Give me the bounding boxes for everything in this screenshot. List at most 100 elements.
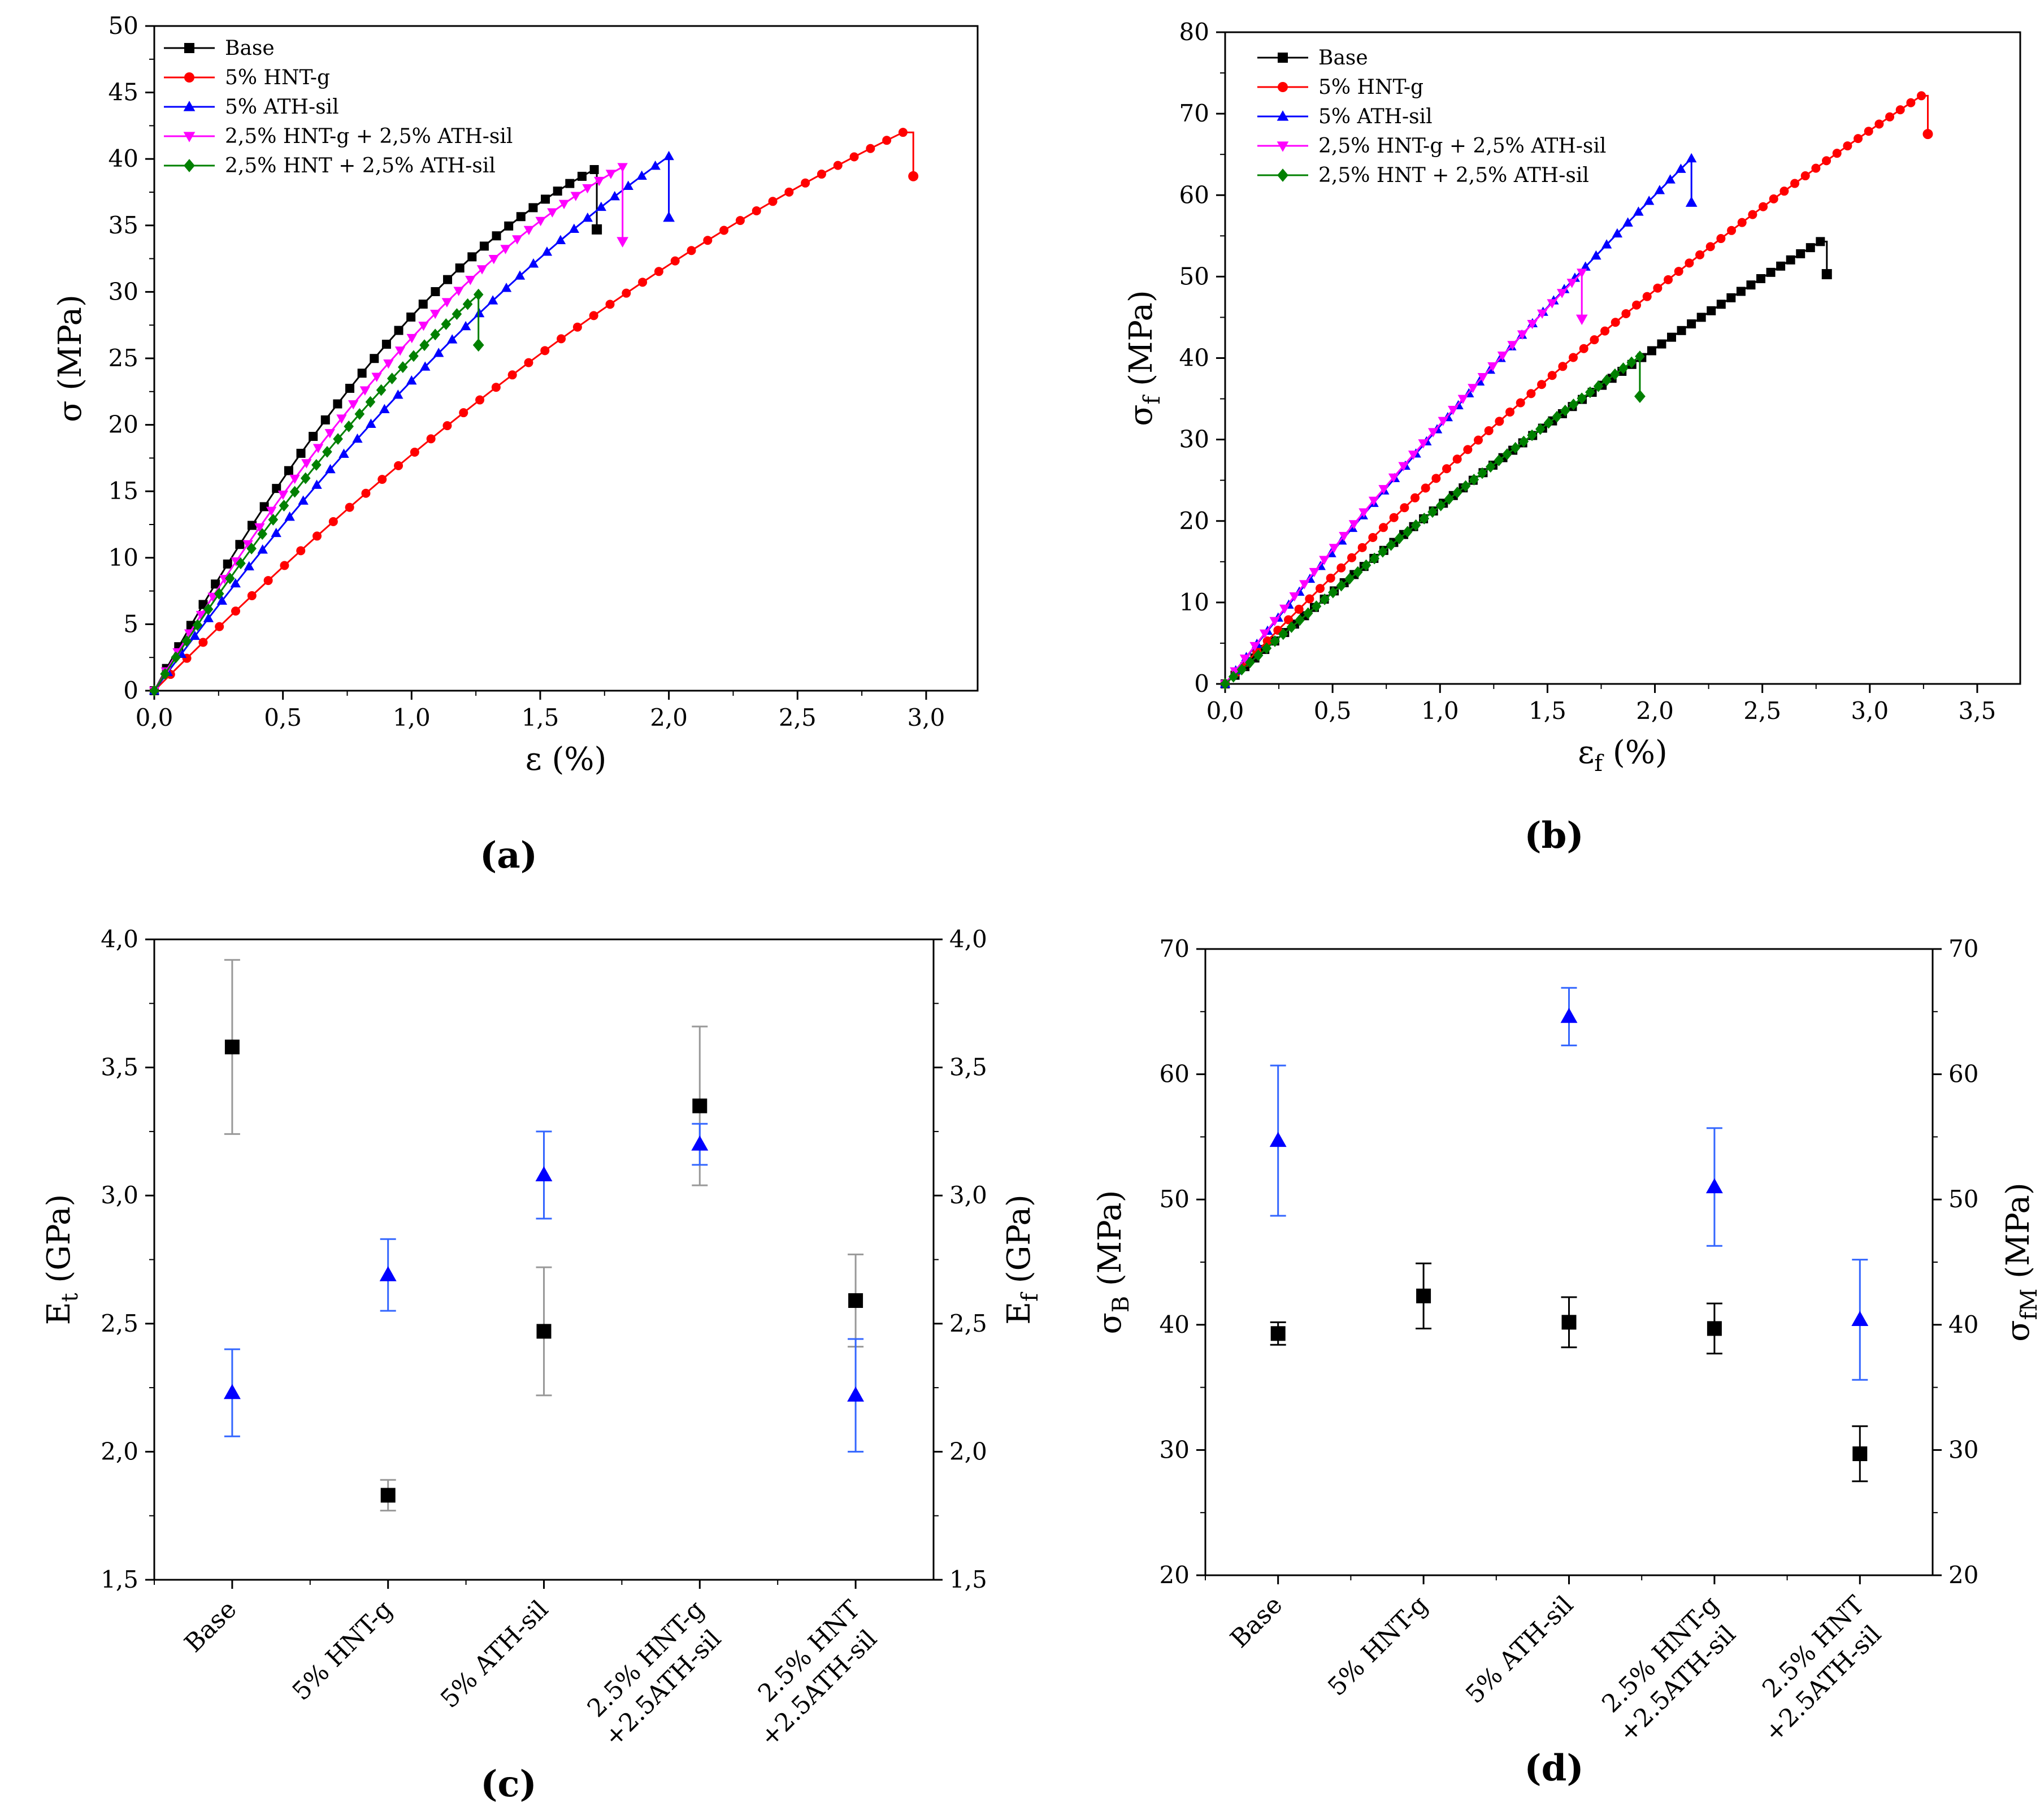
data-point (1560, 1008, 1578, 1023)
data-point (441, 298, 453, 307)
data-point (1286, 621, 1297, 633)
data-point (398, 361, 408, 373)
y-tick-label: 20 (108, 411, 138, 439)
data-point (211, 579, 220, 589)
data-point (703, 236, 713, 245)
data-point (1657, 339, 1666, 349)
data-point (387, 372, 397, 385)
legend-swatch-marker (184, 159, 195, 172)
data-point (289, 486, 300, 498)
y-tick-label: 60 (1160, 1060, 1190, 1088)
legend-swatch-marker (183, 101, 196, 111)
data-point (1759, 202, 1768, 211)
data-point (1403, 526, 1413, 538)
data-point (1408, 450, 1419, 460)
data-point (1664, 275, 1673, 284)
data-point (636, 170, 647, 180)
legend-entry: 5% ATH-sil (225, 96, 339, 119)
data-point (1852, 1446, 1868, 1462)
data-point (1517, 330, 1528, 340)
data-point (523, 226, 535, 236)
data-point (488, 254, 499, 265)
data-point (1622, 217, 1633, 227)
data-point (866, 144, 875, 153)
data-point (1547, 299, 1557, 309)
data-point (460, 320, 471, 331)
data-point (1336, 579, 1347, 592)
y-tick-label: 0 (1194, 670, 1209, 697)
data-point (1378, 545, 1388, 558)
data-point (1800, 171, 1810, 181)
data-point (1618, 362, 1629, 374)
data-point (1786, 255, 1795, 265)
panel-d: 20 20 30 30 40 40 50 50 60 60 70 70 Base 5% HNT-g 5% A… (1092, 935, 2040, 1789)
data-point (670, 256, 680, 266)
data-point (409, 350, 419, 362)
legend-swatch-marker (1278, 53, 1288, 63)
x-tick-label: 1,5 (522, 704, 559, 731)
series-b-2 (1219, 153, 1698, 688)
data-point (898, 128, 908, 137)
data-point (1336, 563, 1346, 573)
data-point (501, 283, 512, 292)
data-point (596, 201, 607, 211)
data-point (280, 561, 289, 570)
data-point (1746, 280, 1756, 290)
data-point (1386, 539, 1396, 551)
data-point (181, 635, 192, 647)
legend-swatch-marker (184, 72, 194, 83)
data-point (1463, 445, 1473, 454)
data-point (687, 246, 696, 255)
data-point (1654, 185, 1665, 194)
y-tick-label: 30 (108, 278, 138, 305)
y-right-tick-label: 70 (1948, 935, 1978, 963)
y-tick-label: 20 (1179, 507, 1209, 535)
y-tick-label: 15 (108, 477, 138, 505)
data-point (1368, 533, 1378, 543)
data-point (1249, 642, 1260, 652)
data-point (1278, 628, 1288, 640)
data-point (1369, 552, 1380, 565)
series-b-4 (1220, 350, 1646, 690)
data-point (419, 339, 429, 352)
break-point (472, 338, 484, 352)
legend-swatch-marker (1277, 168, 1288, 182)
y-tick-label: 50 (1160, 1185, 1190, 1213)
data-point (235, 540, 245, 549)
data-point (1535, 423, 1546, 435)
series-a-0 (150, 165, 602, 695)
data-point (752, 206, 761, 216)
data-point (582, 212, 593, 222)
data-point (1347, 553, 1357, 562)
data-point (160, 668, 170, 680)
data-point (1864, 127, 1873, 136)
data-point (568, 223, 580, 233)
plot-frame (153, 938, 935, 1581)
data-point (1885, 112, 1895, 122)
data-point (558, 200, 570, 210)
data-point (452, 308, 462, 320)
data-point (1642, 292, 1652, 301)
data-point (406, 333, 417, 344)
data-point (500, 245, 511, 254)
data-point (663, 150, 674, 161)
data-point (1677, 326, 1686, 335)
series-c-0 (224, 959, 864, 1512)
data-point (311, 459, 322, 471)
data-point (1477, 373, 1488, 383)
data-point (1707, 306, 1716, 315)
series-b-0 (1221, 237, 1832, 688)
data-point (1537, 380, 1547, 389)
data-point (1643, 196, 1655, 205)
data-point (1389, 513, 1399, 522)
data-point (198, 638, 208, 647)
legend-entry: 2,5% HNT-g + 2,5% ATH-sil (1318, 135, 1606, 158)
y-tick-label: 2,0 (101, 1437, 138, 1465)
data-point (203, 613, 214, 622)
data-point (692, 1098, 708, 1113)
data-point (1766, 267, 1776, 277)
data-point (1580, 261, 1591, 271)
data-point (333, 433, 343, 445)
data-point (1270, 635, 1280, 647)
